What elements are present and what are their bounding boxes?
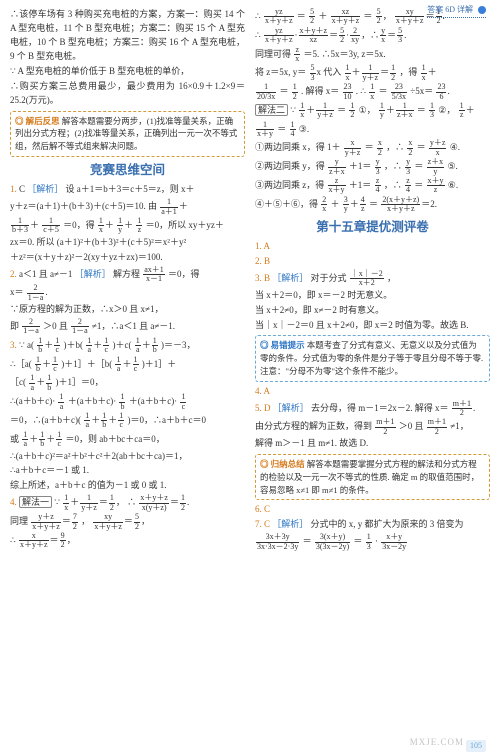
header-dot-icon — [478, 6, 486, 14]
q5-line: 解得 m＞－1 且 m≠1. 故选 D. — [255, 437, 490, 451]
q2-line: 即 21－a ＞0 且 21－a ≠1，∴a＜1 且 a≠－1. — [10, 318, 245, 336]
box-title: ◎ 归纳总结 — [260, 459, 305, 469]
left-column: ∴该停车场有 3 种购买充电桩的方案，方案一：购买 14 个 A 型充电桩，11… — [10, 8, 245, 738]
q3-line: ［c( 1a＋1b )＋1］＝0， — [10, 374, 245, 392]
q3b-line: 当｜x｜－2＝0 且 x＋2≠0，即 x＝2 时值为零。故选 B. — [255, 319, 490, 333]
answer: 1. A — [255, 240, 490, 254]
q4-line: 同理 y＋zx＋y＋z＝72 ， xyx＋y＋z＝52， — [10, 513, 245, 531]
para: ∵ A 型充电桩的单价低于 B 型充电桩的单价， — [10, 65, 245, 79]
q4-line: 4. 解法一 ∵ 1x＋1y＋z＝12， ∴ x＋y＋zx(y＋z)＝12. — [10, 494, 245, 512]
r-line: ②两边同乘 y，得 yz＋x ＋1＝ y3 ，∴ y3 ＝ z＋xy ⑤. — [255, 158, 490, 176]
q3b-line: 当 x＋2＝0，即 x＝－2 时无意义。 — [255, 289, 490, 303]
q1-line: ＋z²＝(x＋y＋z)²－2(xy＋yz＋zx)＝100. — [10, 251, 245, 265]
header-label: 答案 6D 详解 — [427, 5, 473, 14]
para: ∴购买方案三总费用最少，最少费用为 16×0.9＋1.2×9＝25.2(万元)。 — [10, 80, 245, 108]
box-title: ◎ 解后反思 — [15, 116, 60, 126]
q3-line: 或 1a＋1b＋1c ＝0，则 ab＋bc＋ca＝0， — [10, 431, 245, 449]
box-title: ◎ 易错提示 — [260, 340, 305, 350]
r-line: 同理可得 zx ＝5. ∴5x＝3y, z＝5x. — [255, 46, 490, 64]
q4-line: ∴ xx＋y＋z＝92， — [10, 532, 245, 550]
answer: 2. B — [255, 255, 490, 269]
para: ∴该停车场有 3 种购买充电桩的方案，方案一：购买 14 个 A 型充电桩，11… — [10, 8, 245, 64]
page-number: 105 — [466, 740, 486, 752]
q2-line: x＝ 21－a. — [10, 284, 245, 302]
q3-line: 综上所述，a＋b＋c 的值为－1 或 0 或 1. — [10, 479, 245, 493]
q5-line: 由分式方程的解为正数，得到 m＋12 ＞0 且 m＋12 ≠1， — [255, 418, 490, 436]
right-column: ∴ yzx＋y＋z ＝ 52 ＋ xzx＋y＋z ＝ 52， xyx＋y＋z＝1… — [255, 8, 490, 738]
fraction: 1a＋1 — [160, 198, 178, 216]
r-line: ①两边同乘 x，得 1＋ xy＋z ＝ x2 ，∴ x2 ＝ y＋zx ④. — [255, 139, 490, 157]
q3-line: ∴［a( 1b＋1c )＋1］＋［b( 1a＋1c )＋1］＋ — [10, 356, 245, 374]
q2-line: ∵原方程的解为正数，∴x＞0 且 x≠1， — [10, 303, 245, 317]
q1-line: zx＝0. 所以 (a＋1)²＋(b＋3)²＋(c＋5)²＝x²＋y² — [10, 236, 245, 250]
q1-line: 1. C ［解析］ 设 a＋1＝b＋3＝c＋5＝z，则 x＋ — [10, 183, 245, 197]
q1-line: 1b＋3＋ 1c＋5 ＝0，得 1x＋ 1y＋ 1z ＝0，所以 xy＋yz＋ — [10, 217, 245, 235]
section-title: 竞赛思维空间 — [10, 161, 245, 180]
r-line: ④＋⑤＋⑥，得 2x ＋ 3y＋4z ＝ 2(x＋y＋z)x＋y＋z＝2. — [255, 196, 490, 214]
answer: 4. A — [255, 385, 490, 399]
r-line: ③两边同乘 z，得 zx＋y ＋1＝ z4 ，∴ z4 ＝ x＋yz ⑥. — [255, 177, 490, 195]
q7-line: 7. C ［解析］ 分式中的 x, y 都扩大为原来的 3 倍变为 — [255, 518, 490, 532]
q3-line: 3. ∵ a( 1b＋1c )＋b( 1a＋1c )＋c( 1a＋1b )＝－3… — [10, 337, 245, 355]
q1-line: y＋z＝(a＋1)＋(b＋3)＋(c＋5)＝10. 由 1a＋1＋ — [10, 198, 245, 216]
tip-box: ◎ 易错提示 本题考查了分式有意义、无意义以及分式值为零的条件。分式值为零的条件… — [255, 335, 490, 381]
r-line: 将 z＝5x, y＝ 53x 代入 1x＋1y＋z＝12 ，得 1x＋ — [255, 64, 490, 82]
section-title-2: 第十五章提优测评卷 — [255, 218, 490, 237]
page-header: 答案 6D 详解 — [427, 4, 486, 18]
q3-line: ＝0，∴(a＋b＋c)( 1a＋1b＋1c )＝0，∴a＋b＋c＝0 — [10, 412, 245, 430]
q5-line: 5. D ［解析］ 去分母，得 m－1＝2x－2. 解得 x＝ m＋12. — [255, 400, 490, 418]
q3-line: ∴(a＋b＋c)²＝a²＋b²＋c²＋2(ab＋bc＋ca)＝1， — [10, 450, 245, 464]
summary-box: ◎ 归纳总结 解答本题需要掌握分式方程的解法和分式方程的检验以及一元一次不等式的… — [255, 454, 490, 500]
watermark: MXJE.COM — [410, 736, 464, 750]
answer: 6. C — [255, 503, 490, 517]
reflection-box: ◎ 解后反思 解答本题需要分两步，(1)找准等量关系，正确列出分式方程；(2)找… — [10, 111, 245, 157]
q3-line: ∴(a＋b＋c)· 1a ＋(a＋b＋c)· 1b ＋(a＋b＋c)· 1c — [10, 393, 245, 411]
q3b-line: 3. B ［解析］ 对于分式 ｜x｜－2x＋2 ， — [255, 270, 490, 288]
r-line: ∴ yzx＋y＋z·x＋y＋zxz＝52·2xy，∴yx＝53. — [255, 27, 490, 45]
q3-line: ∴a＋b＋c＝－1 或 1. — [10, 464, 245, 478]
r-line: 解法二 ∵ 1x＋1y＋z ＝ 12 ①， 1y＋1z＋x ＝ 13 ②， 1z… — [255, 102, 490, 120]
q2-line: 2. a＜1 且 a≠－1 ［解析］ 解方程 ax＋1x－1 ＝0，得 — [10, 266, 245, 284]
q7-line: 3x＋3y3x·3x－2·3y ＝ 3(x＋y)3(3x－2y) ＝ 13 · … — [255, 533, 490, 551]
r-line: 1x＋y ＝ 14 ③. — [255, 121, 490, 139]
q3b-line: 当 x＋2≠0，即 x≠－2 时有意义。 — [255, 304, 490, 318]
r-line: 120/3x ＝ 12 . 解得 x＝ 2310 . ∴ 1x ＝ 235/3x… — [255, 83, 490, 101]
page-body: ∴该停车场有 3 种购买充电桩的方案，方案一：购买 14 个 A 型充电桩，11… — [0, 0, 500, 756]
